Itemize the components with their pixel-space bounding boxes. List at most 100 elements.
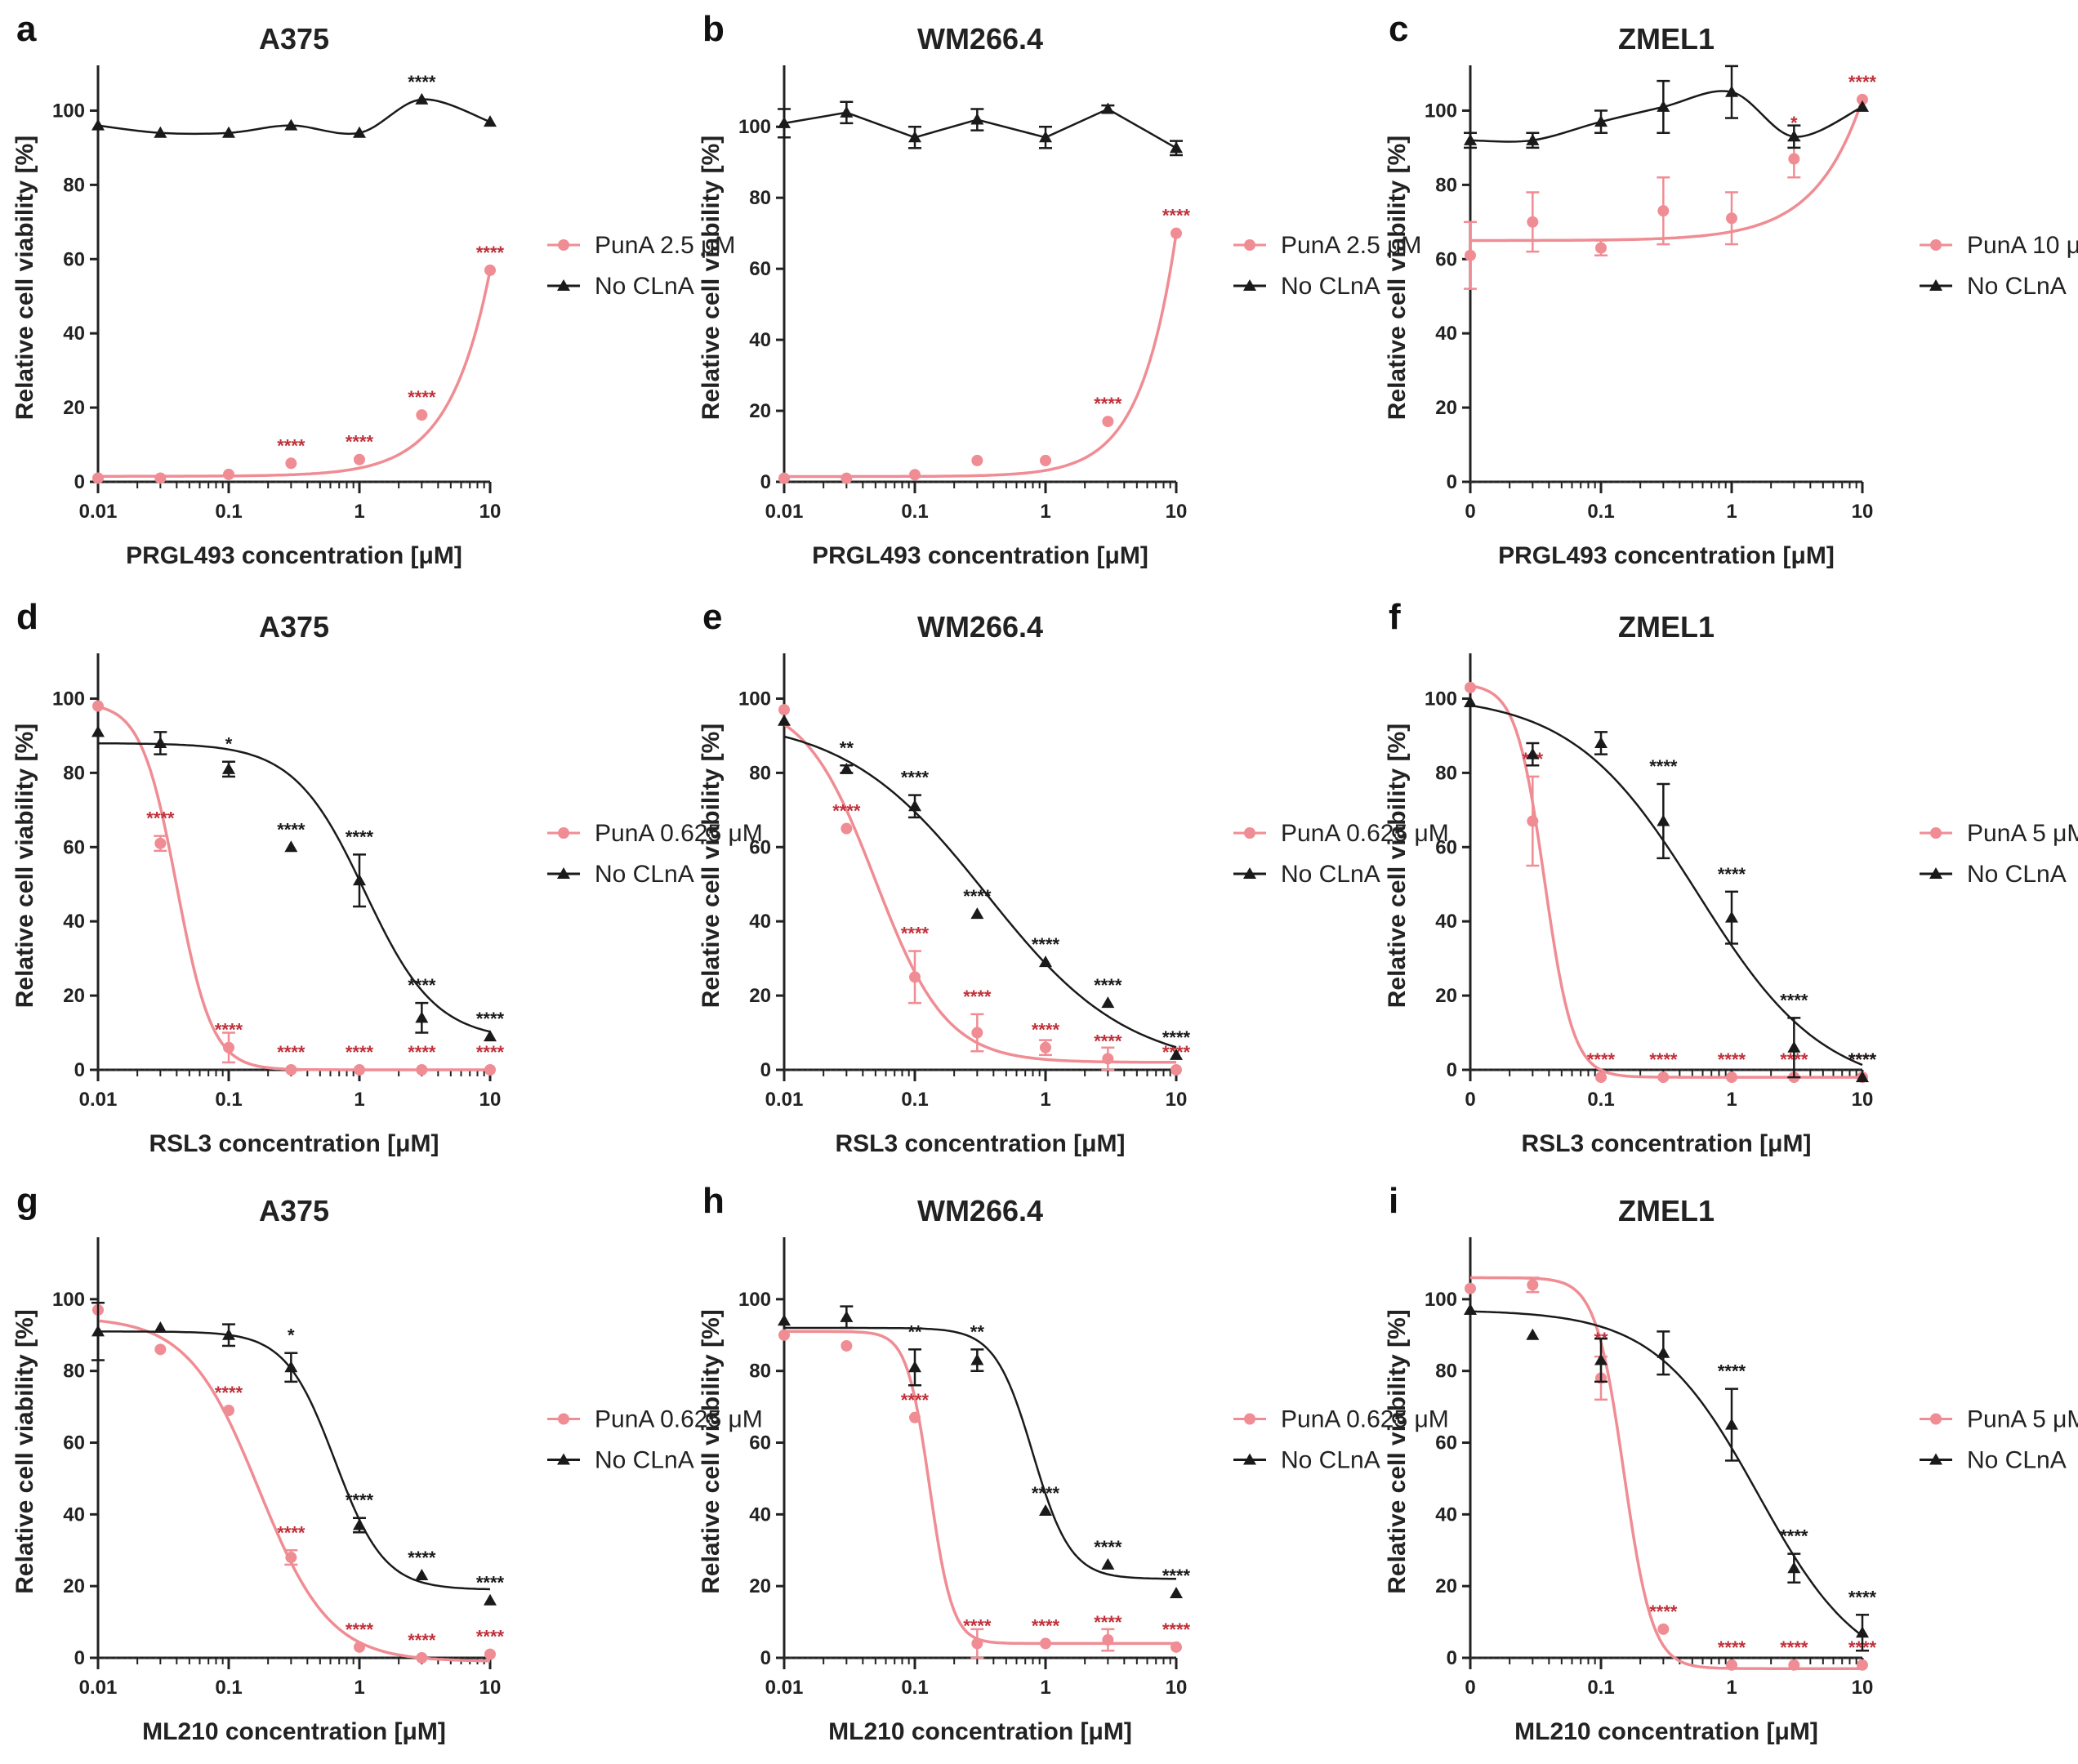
data-point-circle — [1102, 416, 1114, 428]
data-point-circle — [484, 1648, 496, 1660]
significance-stars: **** — [1649, 756, 1678, 777]
y-tick-label: 20 — [63, 397, 85, 419]
panel-i: i ZMEL1 0 20 40 60 80 100 0 0.1 1 10 ML210 concentra… — [1384, 1181, 2078, 1745]
x-axis-label: RSL3 concentration [μM] — [1521, 1130, 1811, 1157]
panel-title: ZMEL1 — [1618, 22, 1715, 56]
data-point-triangle — [970, 907, 984, 920]
y-tick-label: 80 — [749, 187, 771, 209]
significance-stars: **** — [1587, 1049, 1616, 1070]
y-tick-label: 40 — [1435, 1503, 1457, 1526]
data-point-triangle — [908, 131, 921, 143]
y-tick-label: 60 — [749, 1432, 771, 1454]
y-tick-label: 80 — [749, 1361, 771, 1383]
panel-a: a A375 0 20 40 60 80 100 0.01 0.1 1 10 PRGL493 conce… — [11, 9, 735, 569]
x-tick-label: 10 — [1852, 1089, 1874, 1111]
data-point-circle — [1040, 1041, 1051, 1054]
legend-circle-marker — [1930, 1413, 1942, 1425]
data-point-triangle — [415, 1011, 429, 1023]
x-tick-label: 1 — [1726, 1677, 1737, 1699]
legend-label: PunA 0.625 μM — [595, 1406, 763, 1433]
legend-label: PunA 2.5 μM — [1281, 232, 1421, 259]
series-puna: **** **** **** **** **** **** — [92, 700, 505, 1076]
fit-curve — [1469, 704, 1863, 1067]
legend-triangle-marker — [557, 867, 570, 879]
y-tick-label: 40 — [63, 911, 85, 933]
y-axis-label: Relative cell viability [%] — [698, 724, 725, 1008]
significance-stars: **** — [1780, 1637, 1808, 1658]
y-tick-label: 100 — [52, 100, 85, 122]
y-tick-label: 60 — [1435, 836, 1457, 858]
x-tick-label: 0 — [1465, 1089, 1475, 1111]
significance-stars: **** — [1848, 1587, 1877, 1607]
y-tick-label: 60 — [63, 836, 85, 858]
x-axis-label: PRGL493 concentration [μM] — [1498, 542, 1835, 569]
data-point-triangle — [154, 126, 167, 138]
data-point-triangle — [1039, 131, 1052, 143]
data-point-triangle — [970, 113, 984, 125]
series-puna: *********************** — [1465, 681, 1877, 1084]
series-no-clna — [778, 100, 1183, 157]
significance-stars: **** — [1718, 1637, 1746, 1658]
data-point-triangle — [484, 1593, 497, 1606]
data-point-triangle — [1657, 1346, 1670, 1358]
x-tick-label: 1 — [354, 501, 364, 523]
x-tick-label: 0.01 — [765, 1677, 804, 1699]
y-tick-label: 100 — [738, 116, 771, 138]
legend-label: PunA 0.625 μM — [1281, 1406, 1449, 1433]
y-tick-label: 100 — [738, 1289, 771, 1311]
y-tick-label: 40 — [1435, 323, 1457, 345]
data-point-triangle — [222, 1328, 235, 1340]
series-no-clna: ********************** — [778, 714, 1191, 1060]
data-point-circle — [154, 472, 167, 484]
legend-triangle-marker — [1929, 1453, 1942, 1465]
data-point-circle — [223, 1405, 234, 1416]
data-point-circle — [285, 1064, 297, 1076]
significance-stars: ** — [970, 1321, 985, 1342]
y-tick-label: 60 — [63, 1432, 85, 1454]
data-point-triangle — [1101, 1557, 1115, 1570]
series-no-clna: ************* — [91, 1302, 505, 1606]
data-point-circle — [1527, 1279, 1539, 1291]
data-point-triangle — [1170, 141, 1183, 154]
significance-stars: **** — [1162, 206, 1191, 226]
x-tick-label: 0.01 — [79, 1089, 118, 1111]
data-point-circle — [354, 1641, 365, 1653]
data-point-triangle — [1856, 1626, 1869, 1638]
significance-stars: **** — [1848, 1049, 1877, 1070]
significance-stars: **** — [1032, 1615, 1060, 1636]
y-tick-label: 0 — [760, 1647, 771, 1669]
data-point-triangle — [353, 1518, 366, 1530]
significance-stars: **** — [1032, 934, 1060, 955]
data-point-circle — [92, 472, 104, 484]
data-point-circle — [1527, 815, 1539, 827]
legend-label: No CLnA — [595, 861, 694, 888]
y-tick-label: 20 — [1435, 397, 1457, 419]
data-point-circle — [1171, 227, 1182, 239]
legend-triangle-marker — [1243, 1453, 1256, 1465]
panel-d: d A375 0 20 40 60 80 100 0.01 0.1 1 10 RSL3 concentr… — [11, 597, 763, 1157]
significance-stars: **** — [346, 1619, 374, 1640]
significance-stars: **** — [408, 1042, 436, 1062]
x-tick-label: 10 — [1166, 1677, 1188, 1699]
data-point-triangle — [1787, 130, 1801, 142]
significance-stars: ** — [907, 1321, 922, 1342]
significance-stars: **** — [277, 1522, 305, 1543]
y-tick-label: 20 — [63, 985, 85, 1007]
legend-circle-marker — [558, 827, 569, 839]
x-tick-label: 0.1 — [215, 501, 242, 523]
legend-label: No CLnA — [595, 273, 694, 300]
significance-stars: **** — [1649, 1601, 1678, 1622]
y-tick-label: 100 — [52, 688, 85, 710]
panel-letter: a — [16, 9, 37, 49]
data-point-circle — [223, 1041, 234, 1054]
data-point-triangle — [1101, 102, 1115, 114]
panel-b: b WM266.4 0 20 40 60 80 100 0.01 0.1 1 10 PRGL493 co… — [698, 9, 1421, 569]
significance-stars: **** — [476, 1627, 505, 1647]
data-point-triangle — [1657, 814, 1670, 826]
significance-stars: * — [288, 1325, 295, 1346]
x-axis-label: ML210 concentration [μM] — [1514, 1718, 1818, 1745]
y-tick-label: 20 — [749, 985, 771, 1007]
panel-title: A375 — [259, 610, 329, 644]
data-point-circle — [1171, 1064, 1182, 1076]
data-point-circle — [1595, 242, 1607, 254]
